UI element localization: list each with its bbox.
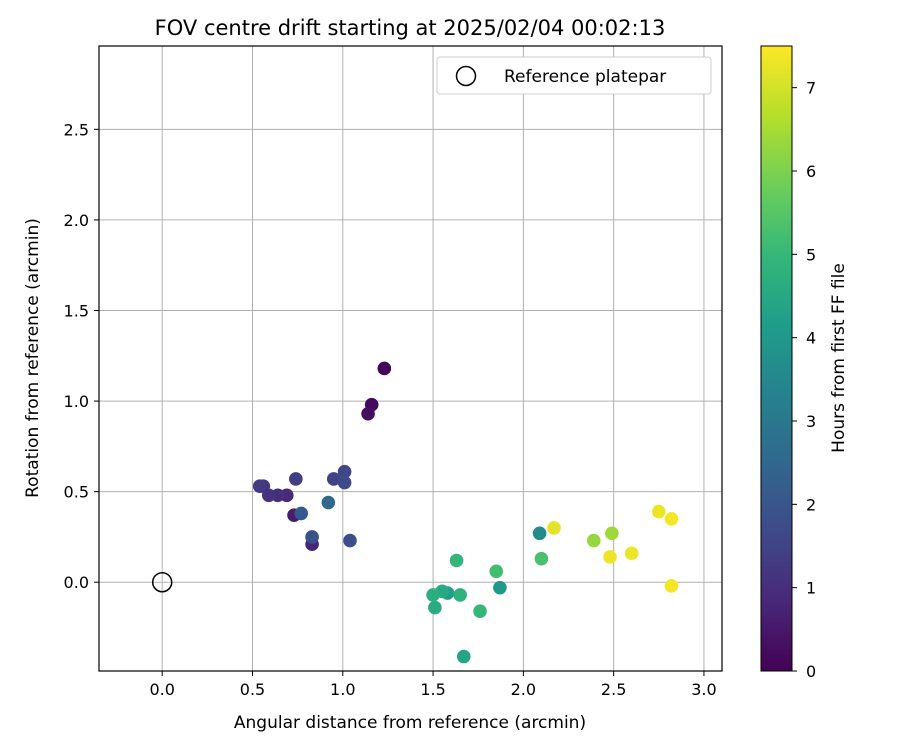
data-point-32 (547, 521, 561, 535)
data-point-18 (532, 526, 547, 541)
data-point-11 (326, 472, 341, 486)
y-tick-label-0: 0.0 (64, 573, 89, 592)
data-point-26 (449, 553, 464, 568)
x-tick-label-5: 2.5 (601, 680, 626, 699)
data-point-15 (305, 530, 319, 544)
plot-area-frame (98, 45, 723, 672)
y-tick-label-4: 2.0 (64, 211, 89, 230)
data-point-30 (586, 533, 601, 548)
y-axis-ticks: 0.0 0.5 1.0 1.5 2.0 2.5 (64, 120, 99, 592)
colorbar-tick-label-1: 1 (806, 579, 816, 598)
colorbar-label: Hours from first FF file (829, 263, 849, 453)
y-tick-label-5: 2.5 (64, 120, 89, 139)
data-point-23 (428, 600, 442, 615)
data-point-21 (456, 649, 471, 664)
grid-lines (99, 46, 722, 671)
x-tick-label-0: 0.0 (149, 680, 174, 699)
data-point-19 (493, 580, 507, 595)
x-tick-label-3: 1.5 (420, 680, 445, 699)
y-tick-label-1: 0.5 (64, 483, 89, 502)
colorbar-tick-label-6: 6 (806, 162, 816, 181)
legend-marker-reference (455, 65, 477, 87)
reference-marker (151, 571, 173, 593)
data-point-25 (453, 588, 467, 602)
legend-box (436, 56, 712, 95)
data-point-29 (534, 551, 549, 566)
data-point-17 (321, 495, 336, 510)
colorbar-tick-label-0: 0 (806, 662, 816, 681)
data-point-13 (337, 475, 352, 490)
data-point-34 (624, 546, 639, 561)
data-point-24 (426, 588, 440, 602)
colorbar-tick-label-2: 2 (806, 495, 816, 514)
data-point-2 (361, 406, 375, 421)
colorbar-gradient (760, 45, 793, 672)
data-point-14 (343, 533, 357, 548)
x-axis-ticks: 0.0 0.5 1.0 1.5 2.0 2.5 3.0 (149, 671, 717, 699)
data-point-16 (294, 506, 309, 521)
data-point-9 (252, 479, 267, 494)
data-point-31 (605, 526, 619, 541)
data-point-10 (289, 472, 303, 486)
colorbar-tick-label-5: 5 (806, 245, 816, 264)
data-point-12 (337, 464, 352, 479)
x-tick-label-1: 0.5 (240, 680, 265, 699)
colorbar-ticks: 0 1 2 3 4 5 6 7 (792, 79, 816, 681)
x-axis-label: Angular distance from reference (arcmin) (234, 713, 586, 733)
x-tick-label-6: 3.0 (691, 680, 716, 699)
colorbar-tick-label-3: 3 (806, 412, 816, 431)
data-point-27 (473, 604, 487, 619)
data-point-35 (651, 504, 666, 519)
colorbar: 0 1 2 3 4 5 6 7 Hours from first FF file (760, 45, 849, 681)
reference-platepar-point (151, 571, 173, 593)
chart-title: FOV centre drift starting at 2025/02/04 … (155, 16, 666, 40)
legend-entry-reference: Reference platepar (504, 67, 666, 87)
x-tick-label-4: 2.0 (511, 680, 536, 699)
y-tick-label-3: 1.5 (64, 301, 89, 320)
legend: Reference platepar (436, 56, 712, 95)
colorbar-tick-label-4: 4 (806, 329, 816, 348)
data-points (252, 361, 679, 664)
data-point-37 (664, 579, 679, 593)
data-point-28 (489, 564, 504, 579)
data-point-36 (664, 512, 679, 526)
y-axis-label: Rotation from reference (arcmin) (23, 218, 43, 498)
colorbar-tick-label-7: 7 (806, 79, 816, 98)
x-tick-label-2: 1.0 (330, 680, 355, 699)
y-tick-label-2: 1.0 (64, 392, 89, 411)
data-point-33 (603, 550, 617, 564)
data-point-0 (377, 361, 392, 376)
